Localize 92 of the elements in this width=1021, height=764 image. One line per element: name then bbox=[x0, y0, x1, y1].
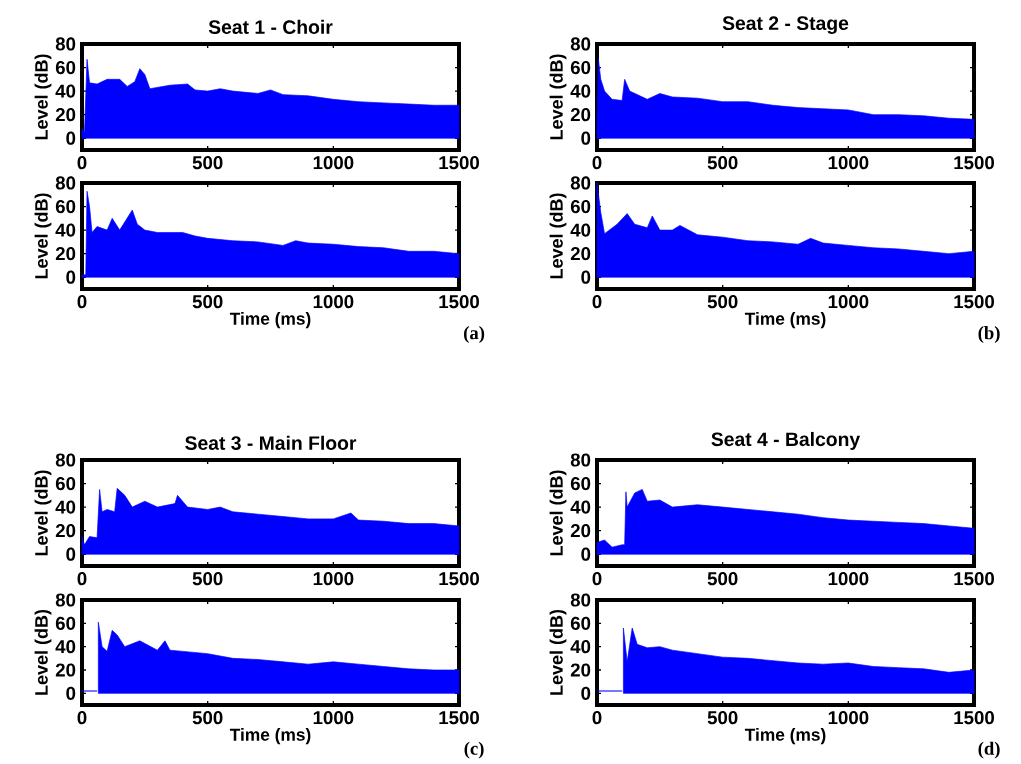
x-tick-label: 0 bbox=[592, 711, 602, 725]
text: (d) bbox=[978, 741, 1000, 759]
x-tick-label: 1500 bbox=[954, 711, 994, 725]
y-tick-label: 80 bbox=[570, 176, 591, 190]
y-tick-label: 80 bbox=[570, 37, 591, 51]
chart-title: Seat 2 - Stage bbox=[722, 16, 849, 34]
x-axis-title: Time (ms) bbox=[744, 312, 826, 329]
x-tick-label: 1000 bbox=[313, 572, 354, 586]
y-tick-label: 0 bbox=[581, 547, 591, 561]
x-tick-label: 0 bbox=[77, 295, 87, 309]
chart-title: Seat 4 - Balcony bbox=[711, 431, 861, 450]
y-axis-title: Level (dB) bbox=[34, 193, 52, 279]
y-tick-label: 20 bbox=[55, 524, 76, 538]
x-tick-label: 1500 bbox=[954, 295, 994, 309]
y-tick-label: 60 bbox=[55, 616, 76, 630]
x-tick-label: 1000 bbox=[313, 156, 354, 170]
x-tick-label: 500 bbox=[707, 295, 738, 309]
y-axis-title: Level (dB) bbox=[34, 54, 52, 140]
y-tick-label: 80 bbox=[570, 593, 591, 607]
x-tick-label: 1500 bbox=[954, 156, 994, 170]
x-tick-label: 1500 bbox=[954, 572, 994, 586]
x-tick-label: 1000 bbox=[828, 295, 869, 309]
y-axis-title: Level (dB) bbox=[549, 54, 567, 140]
text: (b) bbox=[978, 326, 1000, 344]
y-tick-label: 20 bbox=[570, 247, 591, 261]
x-tick-label: 0 bbox=[77, 711, 87, 725]
x-axis-title: Time (ms) bbox=[744, 728, 826, 745]
y-tick-label: 20 bbox=[570, 108, 591, 122]
y-tick-label: 0 bbox=[581, 270, 591, 284]
x-tick-label: 1500 bbox=[439, 156, 479, 170]
x-tick-label: 500 bbox=[192, 156, 223, 170]
text: (c) bbox=[464, 741, 484, 759]
y-tick-label: 60 bbox=[55, 476, 76, 491]
x-tick-label: 1500 bbox=[439, 711, 479, 725]
y-tick-label: 20 bbox=[570, 524, 591, 538]
y-tick-label: 40 bbox=[570, 223, 591, 237]
x-tick-label: 500 bbox=[707, 156, 738, 170]
y-axis-title: Level (dB) bbox=[549, 470, 567, 556]
y-tick-label: 20 bbox=[570, 663, 591, 677]
chart-title: Seat 3 - Main Floor bbox=[185, 435, 357, 450]
y-tick-label: 0 bbox=[66, 270, 76, 284]
y-tick-label: 0 bbox=[66, 686, 76, 700]
x-tick-label: 0 bbox=[592, 156, 602, 170]
y-tick-label: 60 bbox=[55, 60, 76, 75]
y-tick-label: 0 bbox=[581, 686, 591, 700]
y-tick-label: 40 bbox=[55, 500, 76, 514]
y-tick-label: 60 bbox=[55, 199, 76, 214]
y-tick-label: 60 bbox=[570, 199, 591, 214]
y-tick-label: 60 bbox=[570, 476, 591, 491]
y-tick-label: 20 bbox=[55, 108, 76, 122]
x-tick-label: 1000 bbox=[828, 711, 869, 725]
y-tick-label: 80 bbox=[55, 37, 76, 51]
y-axis-title: Level (dB) bbox=[549, 609, 567, 695]
y-tick-label: 40 bbox=[570, 500, 591, 514]
x-tick-label: 1000 bbox=[828, 156, 869, 170]
y-tick-label: 80 bbox=[55, 176, 76, 190]
y-tick-label: 40 bbox=[55, 223, 76, 237]
x-tick-label: 0 bbox=[592, 572, 602, 586]
y-tick-label: 60 bbox=[570, 60, 591, 75]
y-axis-title: Level (dB) bbox=[34, 470, 52, 556]
y-tick-label: 0 bbox=[581, 131, 591, 145]
y-tick-label: 60 bbox=[570, 616, 591, 630]
y-tick-label: 80 bbox=[55, 453, 76, 467]
x-tick-label: 1500 bbox=[439, 572, 479, 586]
x-tick-label: 1000 bbox=[313, 711, 354, 725]
x-tick-label: 1500 bbox=[439, 295, 479, 309]
x-tick-label: 500 bbox=[707, 572, 738, 586]
y-tick-label: 40 bbox=[55, 640, 76, 654]
y-axis-title: Level (dB) bbox=[549, 193, 567, 279]
text: (a) bbox=[464, 326, 485, 344]
y-axis-title: Level (dB) bbox=[34, 609, 52, 695]
x-tick-label: 1000 bbox=[828, 572, 869, 586]
y-tick-label: 80 bbox=[55, 593, 76, 607]
y-tick-label: 0 bbox=[66, 131, 76, 145]
x-tick-label: 0 bbox=[77, 156, 87, 170]
x-tick-label: 0 bbox=[592, 295, 602, 309]
x-axis-title: Time (ms) bbox=[229, 728, 311, 745]
y-tick-label: 20 bbox=[55, 247, 76, 261]
x-axis-title: Time (ms) bbox=[229, 312, 311, 329]
x-tick-label: 500 bbox=[707, 711, 738, 725]
x-tick-label: 500 bbox=[192, 572, 223, 586]
y-tick-label: 40 bbox=[55, 84, 76, 98]
x-tick-label: 1000 bbox=[313, 295, 354, 309]
chart-title: Seat 1 - Choir bbox=[208, 19, 333, 34]
y-tick-label: 20 bbox=[55, 663, 76, 677]
x-tick-label: 500 bbox=[192, 711, 223, 725]
y-tick-label: 40 bbox=[570, 84, 591, 98]
y-tick-label: 0 bbox=[66, 547, 76, 561]
y-tick-label: 40 bbox=[570, 640, 591, 654]
x-tick-label: 0 bbox=[77, 572, 87, 586]
y-tick-label: 80 bbox=[570, 453, 591, 467]
x-tick-label: 500 bbox=[192, 295, 223, 309]
